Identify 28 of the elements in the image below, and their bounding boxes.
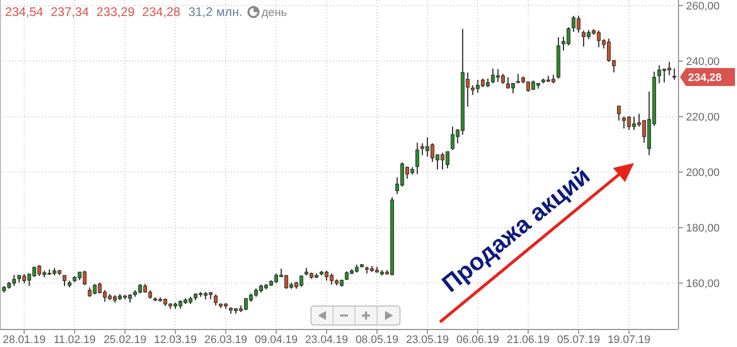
y-tick-label: 180,00	[686, 222, 720, 235]
x-tick-label: 25.02.19	[104, 334, 146, 346]
x-tick-label: 08.05.19	[356, 334, 398, 346]
x-tick-label: 23.04.19	[305, 334, 348, 346]
chart-subtitle: 234,54 237,34 233,29 234,28	[5, 5, 180, 19]
x-tick-label: 28.01.19	[2, 334, 46, 346]
annotation: 31,2 млн.	[188, 5, 242, 19]
y-tick-label: 220,00	[686, 111, 720, 124]
annotation: день	[261, 7, 287, 19]
y-tick-label: 160,00	[686, 278, 720, 290]
x-tick-label: 26.03.19	[204, 334, 248, 346]
x-tick-label: 06.06.19	[456, 334, 500, 346]
y-tick-label: 260,00	[686, 0, 720, 12]
x-tick-label: 11.02.19	[54, 334, 96, 346]
candlestick	[617, 106, 621, 121]
x-tick-label: 23.05.19	[406, 334, 449, 346]
y-tick-label: 240,00	[686, 56, 720, 68]
x-tick-label: 09.04.19	[254, 334, 298, 346]
candlestick	[415, 142, 420, 175]
candlestick	[672, 68, 676, 80]
x-tick-label: 21.06.19	[506, 334, 550, 346]
x-tick-label: 19.07.19	[608, 334, 650, 346]
candlestick	[214, 294, 218, 306]
y-tick-label: 200,00	[686, 166, 720, 179]
candlestick	[62, 274, 66, 286]
x-tick-label: 05.07.19	[557, 334, 600, 346]
text: 234,28	[688, 72, 722, 84]
x-tick-label: 12.03.19	[154, 334, 197, 346]
